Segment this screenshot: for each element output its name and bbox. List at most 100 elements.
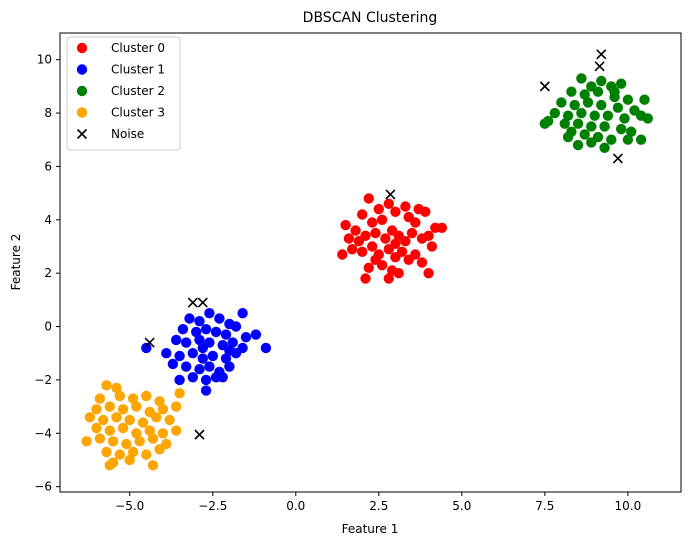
cluster-0-point [367,217,378,228]
cluster-2-point [539,118,550,129]
cluster-2-point [559,118,570,129]
cluster-1-point [217,372,228,383]
x-tick-label: 7.5 [535,499,554,513]
cluster-3-point [131,428,142,439]
x-tick-label: 5.0 [452,499,471,513]
legend-label: Cluster 2 [111,84,165,98]
cluster-2-point [582,97,594,108]
cluster-0-point [393,268,404,279]
cluster-1-point [141,342,152,354]
legend-label: Cluster 0 [111,41,165,55]
y-tick-label: 2 [44,266,52,280]
cluster-3-point [127,446,139,458]
x-axis-label: Feature 1 [342,522,399,536]
cluster-0-point [410,249,421,260]
cluster-1-point [174,374,185,386]
legend-box [66,36,181,151]
cluster-1-point [187,372,198,383]
cluster-1-point [167,358,179,370]
cluster-0-series [337,193,448,284]
cluster-3-point [157,404,169,415]
y-tick-label: −2 [34,373,52,387]
cluster-0-point [426,241,438,252]
cluster-1-point [224,345,235,356]
cluster-3-point [154,396,165,407]
legend-label: Cluster 1 [111,63,165,77]
noise-point [144,337,155,348]
y-tick-label: 0 [44,320,52,334]
legend-marker [76,42,88,54]
cluster-0-point [343,233,355,244]
cluster-0-point [416,257,428,268]
cluster-0-point [357,209,368,220]
cluster-1-point [177,324,189,335]
x-tick-label: 10.0 [615,499,642,513]
cluster-0-point [373,203,384,215]
x-tick-label: 2.5 [369,499,388,513]
cluster-2-point [566,86,577,97]
cluster-3-point [117,422,129,434]
cluster-3-point [151,412,162,423]
cluster-2-point [596,99,607,111]
cluster-3-point [147,460,159,471]
cluster-3-point [94,433,106,444]
cluster-3-point [117,404,129,415]
cluster-2-point [586,121,597,132]
cluster-1-point [200,374,212,386]
cluster-0-point [410,217,421,228]
noise-point [385,189,396,200]
cluster-1-point [250,329,262,340]
cluster-3-point [171,425,182,436]
cluster-3-point [104,425,116,436]
cluster-2-point [589,110,600,121]
cluster-0-point [400,236,411,247]
cluster-2-point [576,107,587,119]
cluster-3-point [154,444,165,455]
cluster-1-point [184,313,195,324]
cluster-0-point [406,227,418,239]
cluster-2-point [586,137,597,148]
cluster-0-point [370,254,381,265]
y-tick-label: 4 [44,213,52,227]
cluster-3-point [141,449,152,460]
cluster-2-point [549,107,560,119]
cluster-3-point [131,401,142,412]
cluster-2-point [576,73,587,84]
cluster-3-point [171,401,182,412]
axes: −5.0 −2.5 0.0 2.5 5.0 7.5 10.0 −6 −4 −2 0 2 4 6 8 10 [34,32,682,513]
cluster-1-point [197,353,208,364]
cluster-1-point [194,334,205,346]
cluster-3-point [111,412,122,423]
cluster-3-point [101,380,112,391]
cluster-2-point [609,86,620,97]
cluster-2-point [599,142,610,153]
cluster-2-point [616,78,627,89]
cluster-2-point [572,139,584,151]
cluster-3-point [104,401,116,412]
cluster-3-point [134,436,145,447]
legend-marker [76,64,88,75]
cluster-0-point [423,230,434,241]
chart-title: DBSCAN Clustering [303,10,438,26]
cluster-1-point [210,326,222,338]
noise-point [594,61,605,72]
cluster-2-point [592,86,604,97]
noise-point [539,81,550,92]
cluster-3-point [84,412,96,423]
cluster-2-point [639,94,650,105]
cluster-3-point [91,404,102,415]
noise-point [197,297,208,308]
cluster-1-point [174,350,185,362]
cluster-0-point [376,214,388,225]
cluster-1-point [194,364,205,375]
cluster-0-point [400,201,411,212]
cluster-1-point [237,308,248,319]
cluster-2-point [642,113,653,124]
cluster-2-point [622,134,634,145]
cluster-1-point [220,353,232,364]
cluster-0-point [363,193,374,204]
cluster-2-point [626,126,637,137]
cluster-2-point [579,129,590,140]
cluster-0-point [347,244,358,255]
cluster-1-point [200,385,212,396]
